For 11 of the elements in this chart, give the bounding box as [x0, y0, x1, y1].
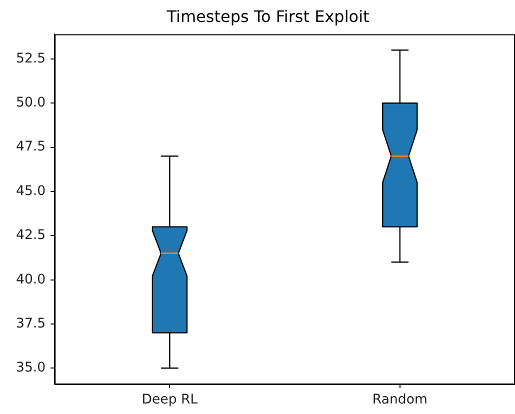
x-tick-label: Deep RL [142, 392, 198, 408]
chart-title: Timesteps To First Exploit [166, 6, 370, 26]
y-tick-label: 52.5 [16, 51, 46, 66]
y-tick-label: 47.5 [16, 140, 46, 155]
y-tick-label: 50.0 [16, 96, 46, 111]
y-tick-label: 45.0 [16, 184, 46, 199]
y-tick-label: 35.0 [16, 360, 46, 376]
y-tick-label: 40.0 [16, 272, 46, 288]
y-tick-label: 42.5 [16, 228, 46, 244]
x-tick-label: Random [372, 392, 428, 408]
y-tick-label: 37.5 [16, 316, 46, 332]
